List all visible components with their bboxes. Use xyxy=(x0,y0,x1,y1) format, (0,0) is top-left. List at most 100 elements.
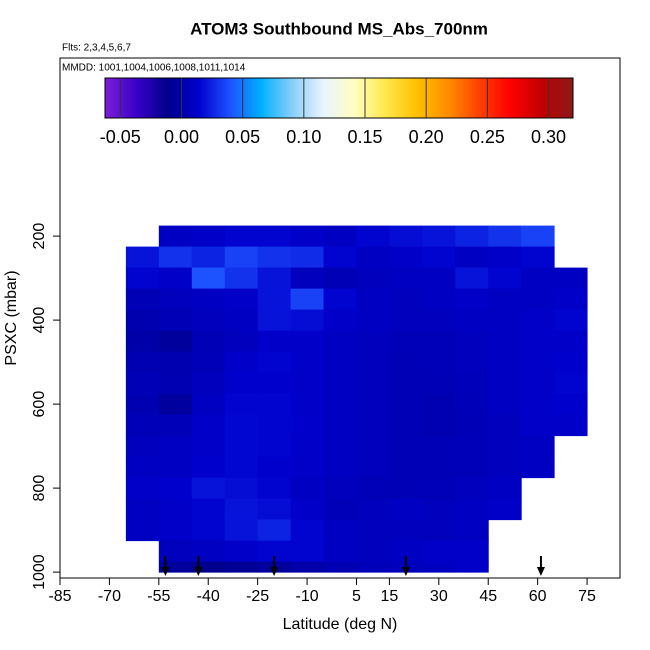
heatmap-cell xyxy=(488,309,522,332)
heatmap-cell xyxy=(554,393,588,416)
colorbar-tick-label: 0.20 xyxy=(409,127,444,147)
heatmap-cell xyxy=(257,435,292,458)
heatmap-cell xyxy=(224,330,259,353)
heatmap-cell xyxy=(455,477,489,500)
heatmap-cell xyxy=(521,288,555,311)
heatmap-cell xyxy=(488,267,522,290)
heatmap-cell xyxy=(125,372,160,395)
heatmap-cell xyxy=(422,519,456,542)
heatmap-cell xyxy=(356,330,390,353)
heatmap-cell xyxy=(224,435,259,458)
heatmap-cell xyxy=(125,288,160,311)
annotation: MMDD: 1001,1004,1006,1008,1011,1014 xyxy=(62,63,246,74)
heatmap-cell xyxy=(158,246,193,269)
heatmap-cell xyxy=(455,225,489,248)
colorbar xyxy=(104,77,574,119)
heatmap-cell xyxy=(323,540,357,563)
heatmap-cell xyxy=(422,477,456,500)
heatmap-cell xyxy=(521,372,555,395)
x-tick-label: 15 xyxy=(381,588,399,605)
heatmap-cell xyxy=(290,225,325,248)
heatmap-cell xyxy=(389,414,423,437)
heatmap-cell xyxy=(422,393,456,416)
heatmap-cell xyxy=(224,561,259,573)
arrow-marker xyxy=(401,556,410,576)
heatmap-cell xyxy=(125,435,160,458)
heatmap-cell xyxy=(125,498,160,521)
heatmap-cell xyxy=(224,246,259,269)
heatmap-cell xyxy=(356,456,390,479)
heatmap-cell xyxy=(290,414,325,437)
heatmap-cell xyxy=(158,351,193,374)
heatmap-cell xyxy=(554,288,588,311)
heatmap-cell xyxy=(323,309,357,332)
heatmap-cell xyxy=(455,414,489,437)
heatmap-cell xyxy=(191,435,226,458)
heatmap-cell xyxy=(455,393,489,416)
heatmap-cell xyxy=(455,267,489,290)
heatmap-cell xyxy=(191,309,226,332)
heatmap-cell xyxy=(191,456,226,479)
heatmap-cell xyxy=(422,309,456,332)
heatmap-cell xyxy=(323,456,357,479)
heatmap-cell xyxy=(389,330,423,353)
heatmap-cell xyxy=(356,309,390,332)
heatmap-cell xyxy=(455,519,489,542)
heatmap-cell xyxy=(290,246,325,269)
heatmap-cell xyxy=(488,351,522,374)
x-tick-label: 30 xyxy=(430,588,448,605)
heatmap-cell xyxy=(290,351,325,374)
heatmap-cell xyxy=(488,456,522,479)
heatmap-cell xyxy=(521,330,555,353)
heatmap-cell xyxy=(554,372,588,395)
heatmap-cell xyxy=(455,456,489,479)
x-tick-label: -40 xyxy=(197,588,220,605)
x-tick-label: 45 xyxy=(479,588,497,605)
colorbar-tick-label: 0.10 xyxy=(286,127,321,147)
arrow-marker xyxy=(270,556,279,576)
colorbar-tick-label: 0.25 xyxy=(470,127,505,147)
y-tick-label: 800 xyxy=(31,475,48,502)
heatmap-cell xyxy=(389,225,423,248)
heatmap-cell xyxy=(323,225,357,248)
heatmap-cell xyxy=(488,477,522,500)
heatmap-cell xyxy=(323,519,357,542)
heatmap-cell xyxy=(257,498,292,521)
heatmap-cell xyxy=(158,267,193,290)
heatmap-cell xyxy=(389,288,423,311)
heatmap-cell xyxy=(554,351,588,374)
heatmap-cell xyxy=(323,561,357,573)
y-tick-label: 400 xyxy=(31,307,48,334)
heatmap-cell xyxy=(455,498,489,521)
heatmap-cell xyxy=(158,330,193,353)
heatmap-cell xyxy=(257,519,292,542)
heatmap-cell xyxy=(158,561,193,573)
x-tick-label: -85 xyxy=(48,588,71,605)
heatmap-cell xyxy=(356,435,390,458)
heatmap-cell xyxy=(257,246,292,269)
y-tick-label: 600 xyxy=(31,391,48,418)
heatmap-cell xyxy=(389,435,423,458)
heatmap-cell xyxy=(158,456,193,479)
heatmap-cell xyxy=(290,372,325,395)
heatmap-cell xyxy=(257,372,292,395)
heatmap-cell xyxy=(290,288,325,311)
heatmap-cell xyxy=(455,561,489,573)
heatmap-cell xyxy=(488,435,522,458)
y-tick-label: 200 xyxy=(31,223,48,250)
heatmap-cell xyxy=(455,246,489,269)
heatmap-cell xyxy=(389,477,423,500)
heatmap-cell xyxy=(488,498,522,521)
heatmap-cell xyxy=(158,498,193,521)
heatmap-cell xyxy=(488,372,522,395)
heatmap-cell xyxy=(422,225,456,248)
heatmap-cell xyxy=(191,519,226,542)
heatmap-cell xyxy=(257,456,292,479)
heatmap-cell xyxy=(521,456,555,479)
heatmap-cell xyxy=(158,519,193,542)
heatmap-cell xyxy=(224,372,259,395)
heatmap-cell xyxy=(455,309,489,332)
heatmap-cell xyxy=(257,393,292,416)
